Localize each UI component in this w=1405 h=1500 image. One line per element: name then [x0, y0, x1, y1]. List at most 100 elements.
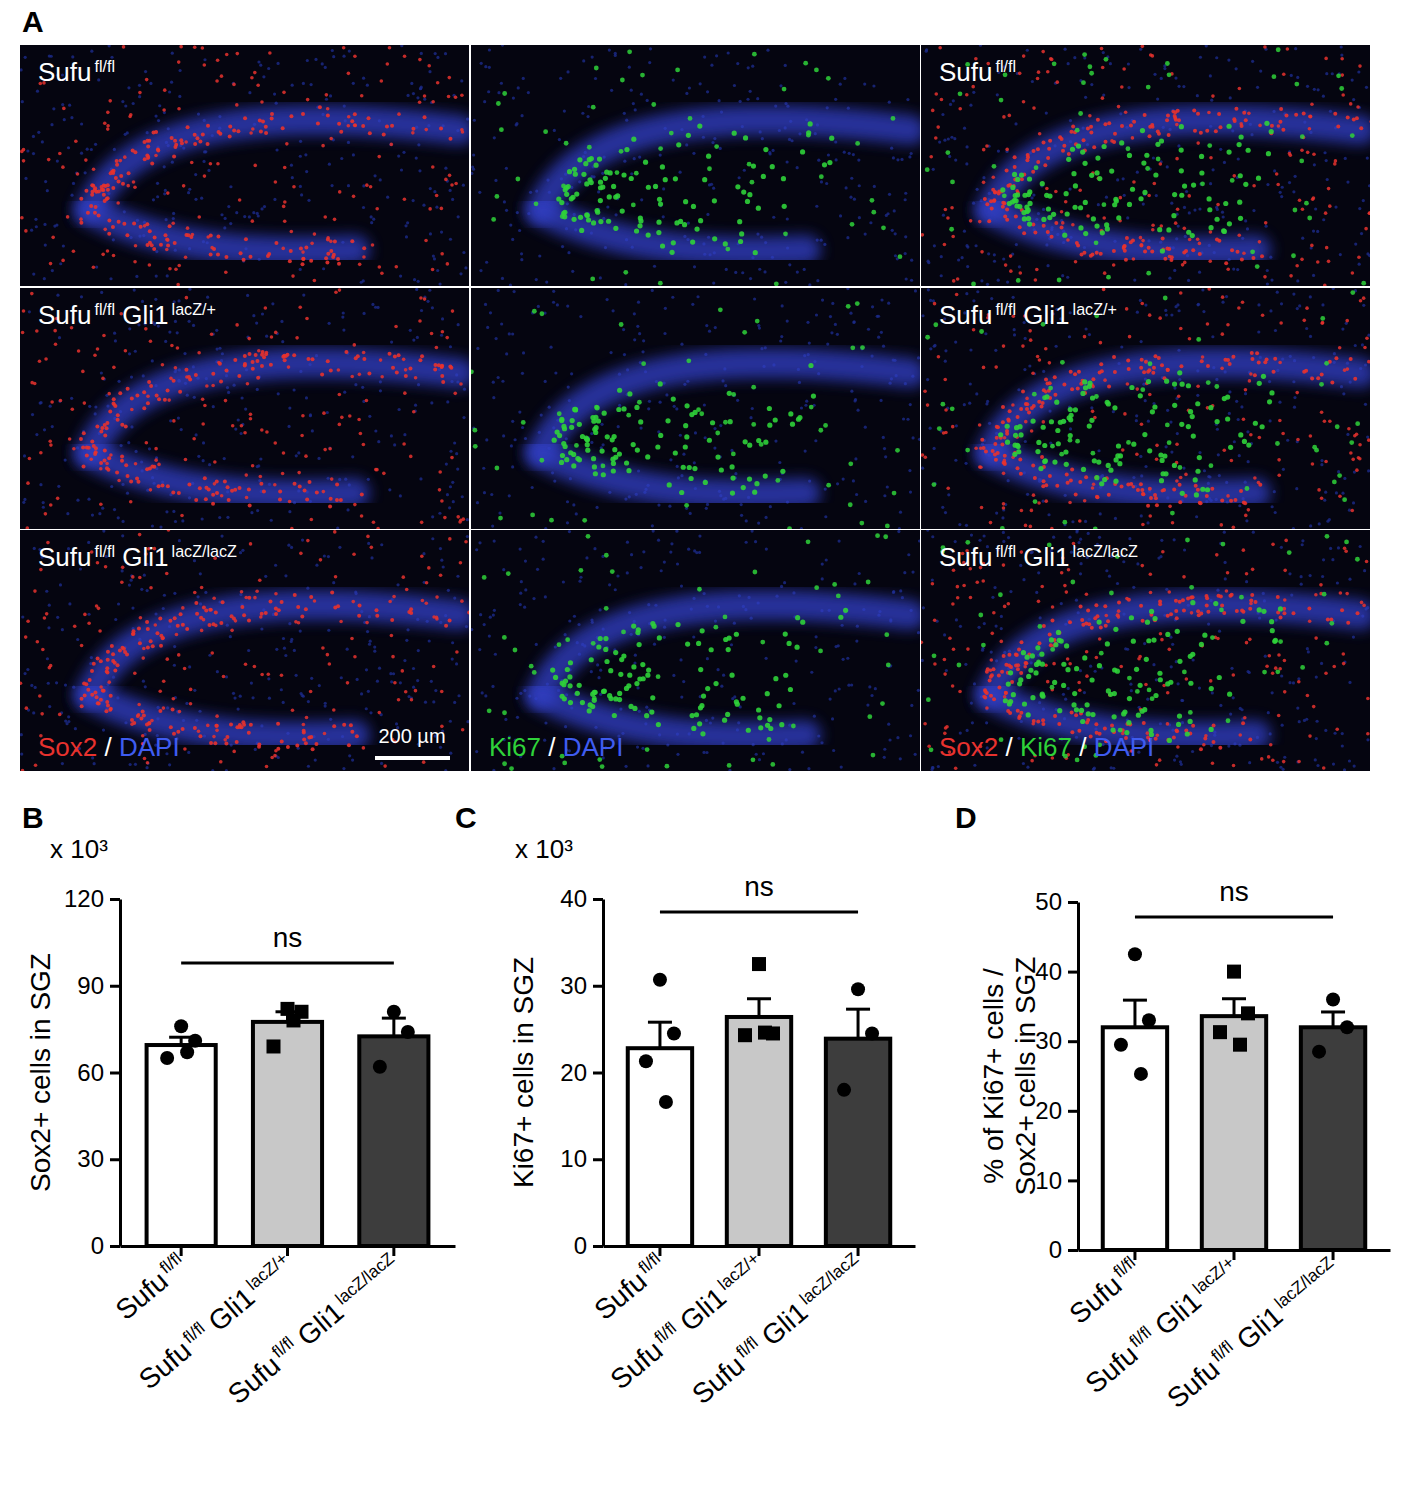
nucleus: [271, 302, 274, 305]
sox2-cell: [225, 53, 229, 57]
sox2-cell: [1252, 184, 1256, 188]
sox2-cell: [1092, 145, 1096, 149]
nucleus: [1244, 219, 1247, 222]
nucleus: [1252, 209, 1255, 212]
nucleus: [368, 415, 371, 418]
sox2-cell: [1279, 107, 1283, 111]
nucleus: [857, 158, 860, 161]
sox2-cell: [1060, 226, 1064, 230]
sox2-cell: [232, 83, 236, 87]
sox2-cell: [987, 219, 991, 223]
sox2-cell: [1036, 160, 1040, 164]
ki67-cell: [1081, 80, 1086, 85]
nucleus: [70, 194, 73, 197]
nucleus: [155, 274, 158, 277]
nucleus: [662, 215, 665, 218]
nucleus: [97, 78, 100, 81]
nucleus: [366, 84, 369, 87]
nucleus: [965, 162, 968, 165]
sox2-cell: [1047, 147, 1051, 151]
nucleus: [80, 152, 83, 155]
sox2-cell: [362, 246, 366, 250]
nucleus: [389, 143, 392, 146]
nucleus: [446, 493, 449, 496]
ki67-cell: [643, 160, 648, 165]
sox2-cell: [1333, 162, 1337, 166]
ki67-cell: [1339, 86, 1344, 91]
nucleus: [215, 329, 218, 332]
sox2-cell: [107, 218, 111, 222]
ki67-cell: [620, 78, 625, 83]
nucleus: [905, 277, 908, 280]
sox2-cell: [285, 142, 289, 146]
nucleus: [784, 64, 787, 67]
ki67-cell: [850, 222, 855, 227]
nucleus: [852, 153, 855, 156]
ki67-cell: [750, 180, 755, 185]
sox2-cell: [950, 206, 954, 210]
sox2-cell: [1149, 53, 1153, 57]
nucleus: [820, 180, 823, 183]
nucleus: [168, 90, 171, 93]
sox2-cell: [127, 171, 131, 175]
nucleus: [653, 265, 656, 268]
nucleus: [972, 202, 975, 205]
nucleus: [444, 52, 447, 55]
nucleus: [966, 265, 969, 268]
ki67-cell: [603, 176, 608, 181]
nucleus: [993, 260, 996, 263]
nucleus: [796, 270, 799, 273]
nucleus: [1163, 67, 1166, 70]
ki67-cell: [1141, 161, 1146, 166]
nucleus: [101, 507, 104, 510]
sox2-cell: [985, 202, 989, 206]
nucleus: [582, 59, 585, 62]
image-cell: [470, 43, 920, 286]
nucleus: [479, 269, 482, 272]
nucleus: [348, 49, 351, 52]
ki67-cell: [706, 154, 711, 159]
nucleus: [751, 65, 754, 68]
sox2-cell: [1312, 152, 1316, 156]
ki67-cell: [800, 149, 805, 154]
ki67-cell: [660, 164, 665, 169]
nucleus: [379, 389, 382, 392]
nucleus: [234, 427, 237, 430]
ki67-cell: [676, 142, 681, 147]
nucleus: [904, 198, 907, 201]
nucleus: [610, 89, 613, 92]
nucleus: [808, 283, 811, 286]
nucleus: [170, 81, 173, 84]
ki67-cell: [629, 176, 634, 181]
nucleus: [223, 226, 226, 229]
ki67-cell: [753, 250, 758, 255]
sox2-cell: [209, 162, 213, 166]
nucleus: [980, 279, 983, 282]
nucleus: [679, 171, 682, 174]
ki67-cell: [1010, 185, 1015, 190]
nucleus: [1068, 187, 1071, 190]
sox2-cell: [172, 154, 176, 158]
sox2-cell: [1295, 264, 1299, 268]
sox2-cell: [403, 197, 407, 201]
nucleus: [108, 45, 111, 47]
nucleus: [500, 82, 503, 85]
ki67-cell: [653, 184, 658, 189]
nucleus: [134, 450, 137, 453]
ki67-cell: [1015, 177, 1020, 182]
nucleus: [1127, 86, 1130, 89]
sox2-cell: [1356, 105, 1360, 109]
nucleus: [1215, 56, 1218, 59]
ki67-cell: [694, 227, 699, 232]
sox2-cell: [1046, 230, 1050, 234]
sox2-cell: [122, 45, 126, 49]
ki67-cell: [739, 231, 744, 236]
sox2-cell: [152, 247, 156, 251]
nucleus: [484, 65, 487, 68]
sox2-cell: [309, 259, 313, 263]
sox2-cell: [1334, 159, 1338, 163]
nucleus: [1235, 67, 1238, 70]
ki67-cell: [1073, 183, 1078, 188]
nucleus: [121, 100, 124, 103]
sox2-cell: [993, 190, 997, 194]
